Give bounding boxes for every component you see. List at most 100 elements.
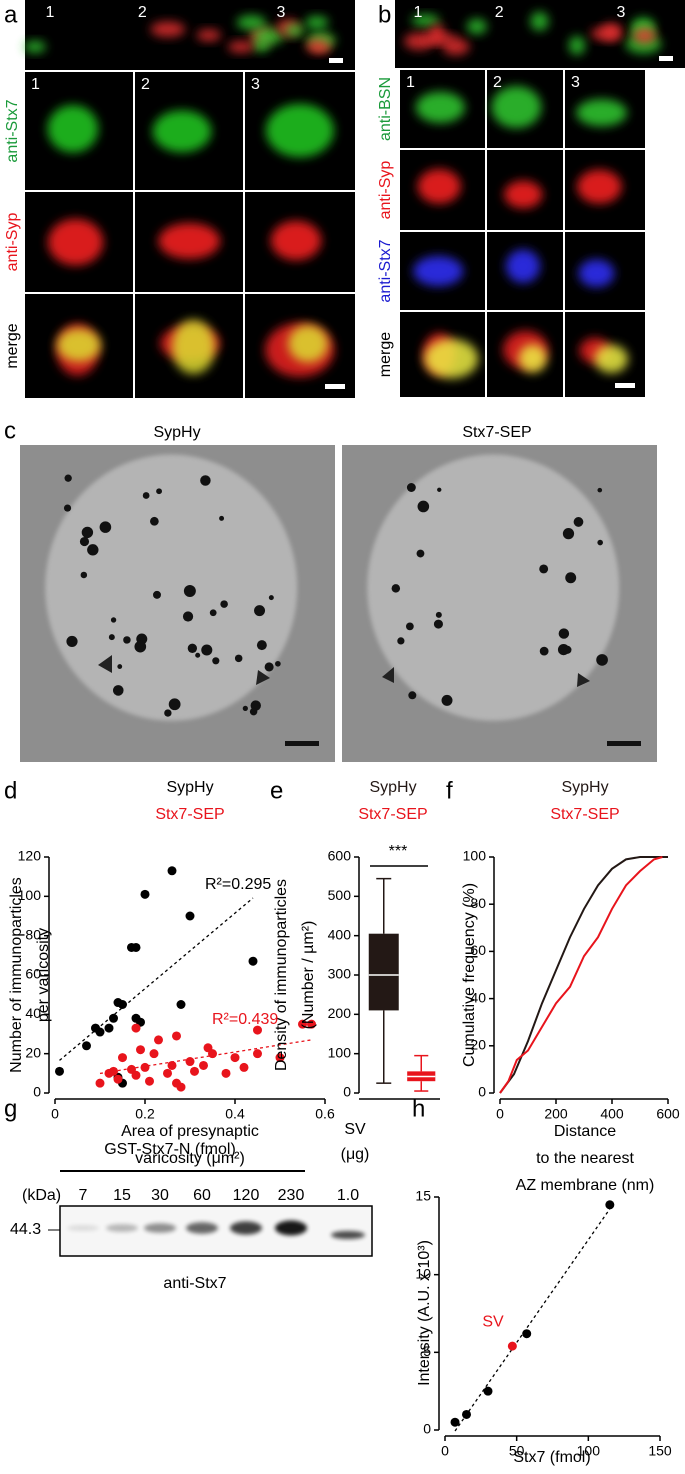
row-label: anti-Syp xyxy=(4,213,21,272)
data-point xyxy=(109,1066,118,1076)
scale-bar xyxy=(325,384,345,389)
row-label: anti-Stx7 xyxy=(377,239,394,302)
data-point xyxy=(221,1068,231,1078)
y-tick-label: 0 xyxy=(343,1084,351,1100)
gold-particle xyxy=(134,640,147,653)
data-point xyxy=(140,889,150,899)
gold-particle xyxy=(110,617,117,623)
gold-particle xyxy=(391,584,401,593)
gold-particle xyxy=(123,636,131,644)
signal xyxy=(601,23,623,41)
scale-bar xyxy=(659,56,673,61)
gold-particle xyxy=(433,619,443,629)
signal xyxy=(518,344,547,373)
antibody-label: anti-Stx7 xyxy=(163,1275,226,1292)
data-point xyxy=(154,1035,163,1045)
data-point xyxy=(113,1074,123,1084)
signal xyxy=(57,328,101,362)
x-tick-label: 0.4 xyxy=(225,1106,245,1122)
signal xyxy=(505,249,541,284)
annotation: R²=0.439 xyxy=(212,1011,278,1028)
column-number: 2 xyxy=(493,74,502,91)
x-tick-label: 100 xyxy=(577,1443,601,1459)
data-point xyxy=(167,1060,177,1070)
row-label: anti-Syp xyxy=(377,161,394,220)
data-point xyxy=(253,1025,262,1035)
overview-number: 3 xyxy=(617,4,626,21)
legend-entry: Stx7-SEP xyxy=(550,806,619,823)
signal xyxy=(530,11,549,31)
row-label: merge xyxy=(377,332,394,377)
annotation: *** xyxy=(389,843,408,860)
gold-particle xyxy=(417,500,430,513)
lane-label: 1.0 xyxy=(337,1187,359,1204)
data-point xyxy=(176,1000,186,1009)
x-axis-label: Distance xyxy=(554,1123,616,1140)
gold-particle xyxy=(164,709,172,717)
gold-particle xyxy=(416,549,425,558)
sv-label: SV xyxy=(344,1121,366,1138)
y-tick-label: 10 xyxy=(415,1265,431,1281)
trend-line xyxy=(59,897,254,1061)
y-tick-label: 120 xyxy=(18,848,42,864)
data-point xyxy=(131,942,141,952)
signal xyxy=(466,18,487,35)
legend-entry: Stx7-SEP xyxy=(155,806,224,823)
lane-label: 7 xyxy=(79,1187,88,1204)
y-axis-label: Density of immunoparticles xyxy=(273,879,290,1071)
panel-label: g xyxy=(4,1095,17,1122)
data-point xyxy=(298,1019,307,1029)
data-point xyxy=(163,1068,172,1078)
panel-label: a xyxy=(4,1,18,28)
gold-particle xyxy=(597,539,603,546)
signal xyxy=(288,325,329,363)
data-point xyxy=(248,956,258,966)
gold-particle xyxy=(397,637,405,645)
annotation: R²=0.295 xyxy=(205,876,271,893)
row-label: anti-Stx7 xyxy=(4,99,21,162)
y-axis-label: per varicosity xyxy=(35,928,52,1022)
gold-particle xyxy=(562,528,575,540)
gold-particle xyxy=(63,504,72,512)
signal xyxy=(415,91,465,124)
signal xyxy=(196,29,222,42)
gold-particle xyxy=(142,492,150,499)
signal xyxy=(417,169,461,204)
y-tick-label: 40 xyxy=(25,1005,41,1021)
column-number: 1 xyxy=(31,76,40,93)
data-point xyxy=(118,1000,127,1009)
band xyxy=(275,1220,307,1236)
column-number: 1 xyxy=(406,74,415,91)
signal xyxy=(227,41,255,53)
signal xyxy=(577,169,622,204)
panel-label: f xyxy=(446,777,453,804)
data-point xyxy=(149,1049,159,1059)
gold-particle xyxy=(256,640,267,651)
band xyxy=(331,1231,365,1239)
gold-particle xyxy=(597,487,603,493)
data-point xyxy=(239,1062,249,1072)
x-tick-label: 0.6 xyxy=(315,1106,335,1122)
row-label: anti-BSN xyxy=(377,77,394,141)
data-point xyxy=(253,1049,262,1059)
signal xyxy=(158,222,221,259)
gold-particle xyxy=(66,635,78,648)
lane-label: 30 xyxy=(151,1187,169,1204)
signal xyxy=(423,33,458,45)
signal xyxy=(305,15,329,30)
x-tick-label: 0 xyxy=(51,1106,59,1122)
gold-particle xyxy=(201,644,213,656)
signal xyxy=(47,218,104,266)
gold-particle xyxy=(249,707,258,716)
gold-particle xyxy=(435,611,442,618)
gold-particle xyxy=(183,584,196,597)
gold-particle xyxy=(80,571,88,579)
gold-particle xyxy=(254,605,266,617)
overview-number: 1 xyxy=(46,4,55,21)
lane-label: 60 xyxy=(193,1187,211,1204)
x-axis-label: Stx7 (fmol) xyxy=(513,1449,590,1466)
signal xyxy=(576,99,628,127)
x-tick-label: 400 xyxy=(600,1106,624,1122)
legend-entry: SypHy xyxy=(166,779,213,796)
x-tick-label: 0.2 xyxy=(135,1106,155,1122)
